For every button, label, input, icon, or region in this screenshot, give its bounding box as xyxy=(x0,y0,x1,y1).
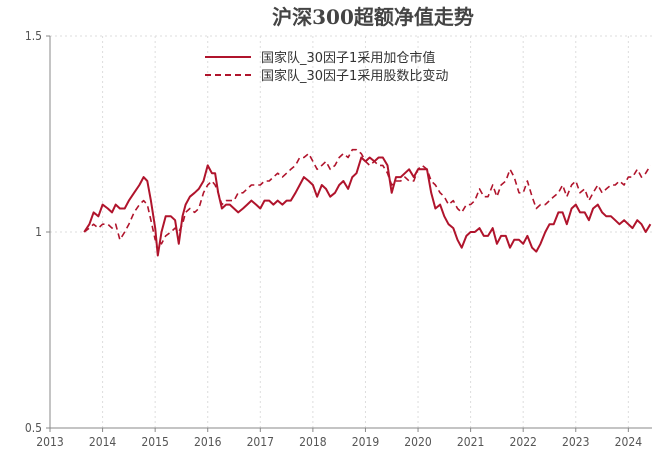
x-tick-label: 2019 xyxy=(352,435,380,449)
grid xyxy=(49,35,652,429)
x-tick-label: 2016 xyxy=(194,435,222,449)
x-tick-label: 2023 xyxy=(562,435,589,449)
x-tick-label: 2020 xyxy=(404,435,432,449)
y-tick-label: 1.5 xyxy=(25,29,42,43)
series-line-2 xyxy=(83,148,652,245)
x-tick-label: 2018 xyxy=(299,435,327,449)
legend-label-1: 国家队_30因子1采用加仓市值 xyxy=(261,50,435,66)
x-tick-label: 2014 xyxy=(89,435,117,449)
x-tick-label: 2017 xyxy=(247,435,274,449)
legend-label-2: 国家队_30因子1采用股数比变动 xyxy=(261,68,448,84)
y-tick-label: 0.5 xyxy=(25,421,42,435)
series-line-1 xyxy=(83,156,652,257)
chart-title: 沪深300超额净值走势 xyxy=(272,5,474,29)
x-tick-label: 2015 xyxy=(141,435,168,449)
x-tick-label: 2013 xyxy=(36,435,63,449)
x-tick-label: 2024 xyxy=(615,435,643,449)
series-group xyxy=(83,148,652,257)
axes: 0.5 1 1.5 2013 2014 2015 2016 2017 2018 2019 2020 2… xyxy=(25,29,652,449)
x-tick-label: 2022 xyxy=(509,435,536,449)
y-tick-label: 1 xyxy=(35,225,42,239)
x-tick-label: 2021 xyxy=(457,435,484,449)
